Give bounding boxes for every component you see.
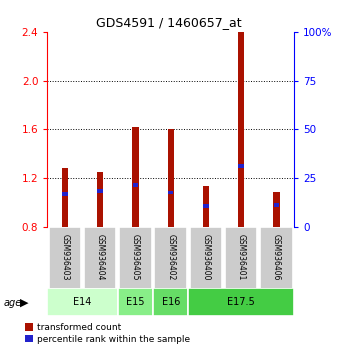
Bar — [97, 189, 103, 193]
Text: ▶: ▶ — [20, 298, 29, 308]
Text: GSM936402: GSM936402 — [166, 234, 175, 281]
Text: E15: E15 — [126, 297, 145, 307]
Bar — [119, 227, 152, 289]
Text: GSM936404: GSM936404 — [96, 234, 105, 281]
Bar — [239, 164, 244, 168]
Bar — [62, 168, 68, 227]
Bar — [97, 172, 103, 227]
Text: E16: E16 — [162, 297, 180, 307]
Bar — [168, 129, 174, 227]
Bar — [225, 227, 258, 289]
Bar — [260, 227, 293, 289]
Text: GSM936403: GSM936403 — [61, 234, 69, 281]
Text: GDS4591 / 1460657_at: GDS4591 / 1460657_at — [96, 17, 242, 29]
Text: age: age — [3, 298, 22, 308]
Bar — [84, 227, 116, 289]
Bar — [203, 187, 209, 227]
Bar — [238, 29, 244, 227]
Text: E17.5: E17.5 — [227, 297, 255, 307]
Bar — [118, 289, 153, 316]
Bar — [132, 127, 139, 227]
Bar — [190, 227, 222, 289]
Text: GSM936406: GSM936406 — [272, 234, 281, 281]
Bar — [133, 183, 138, 187]
Text: GSM936400: GSM936400 — [201, 234, 211, 281]
Legend: transformed count, percentile rank within the sample: transformed count, percentile rank withi… — [25, 323, 191, 344]
Bar — [273, 193, 280, 227]
Text: GSM936401: GSM936401 — [237, 234, 246, 281]
Bar — [203, 204, 209, 208]
Bar — [154, 227, 187, 289]
Bar — [153, 289, 188, 316]
Bar — [168, 190, 173, 194]
Bar — [274, 203, 279, 207]
Text: E14: E14 — [73, 297, 92, 307]
Bar — [62, 192, 68, 196]
Bar — [188, 289, 294, 316]
Bar — [49, 227, 81, 289]
Bar — [47, 289, 118, 316]
Text: GSM936405: GSM936405 — [131, 234, 140, 281]
